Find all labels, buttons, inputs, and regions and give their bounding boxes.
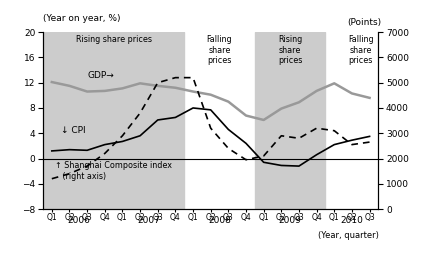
Text: 2007: 2007 (138, 216, 160, 225)
Text: ↓ CPI: ↓ CPI (61, 126, 85, 135)
Text: 2008: 2008 (208, 216, 231, 225)
Text: ↑ Shanghai Composite index
   (right axis): ↑ Shanghai Composite index (right axis) (55, 161, 172, 181)
Text: 2009: 2009 (279, 216, 301, 225)
Text: Rising share prices: Rising share prices (76, 35, 152, 44)
Bar (255, 32, 326, 209)
Text: (Points): (Points) (347, 18, 382, 27)
Text: Falling
share
prices: Falling share prices (348, 35, 374, 65)
Text: Rising
share
prices: Rising share prices (278, 35, 302, 65)
Text: Falling
share
prices: Falling share prices (207, 35, 232, 65)
Text: 2006: 2006 (67, 216, 90, 225)
Text: 2010: 2010 (341, 216, 363, 225)
Bar (43, 32, 184, 209)
Text: (Year on year, %): (Year on year, %) (43, 14, 120, 23)
Text: GDP→: GDP→ (87, 71, 114, 80)
Text: (Year, quarter): (Year, quarter) (317, 231, 378, 240)
